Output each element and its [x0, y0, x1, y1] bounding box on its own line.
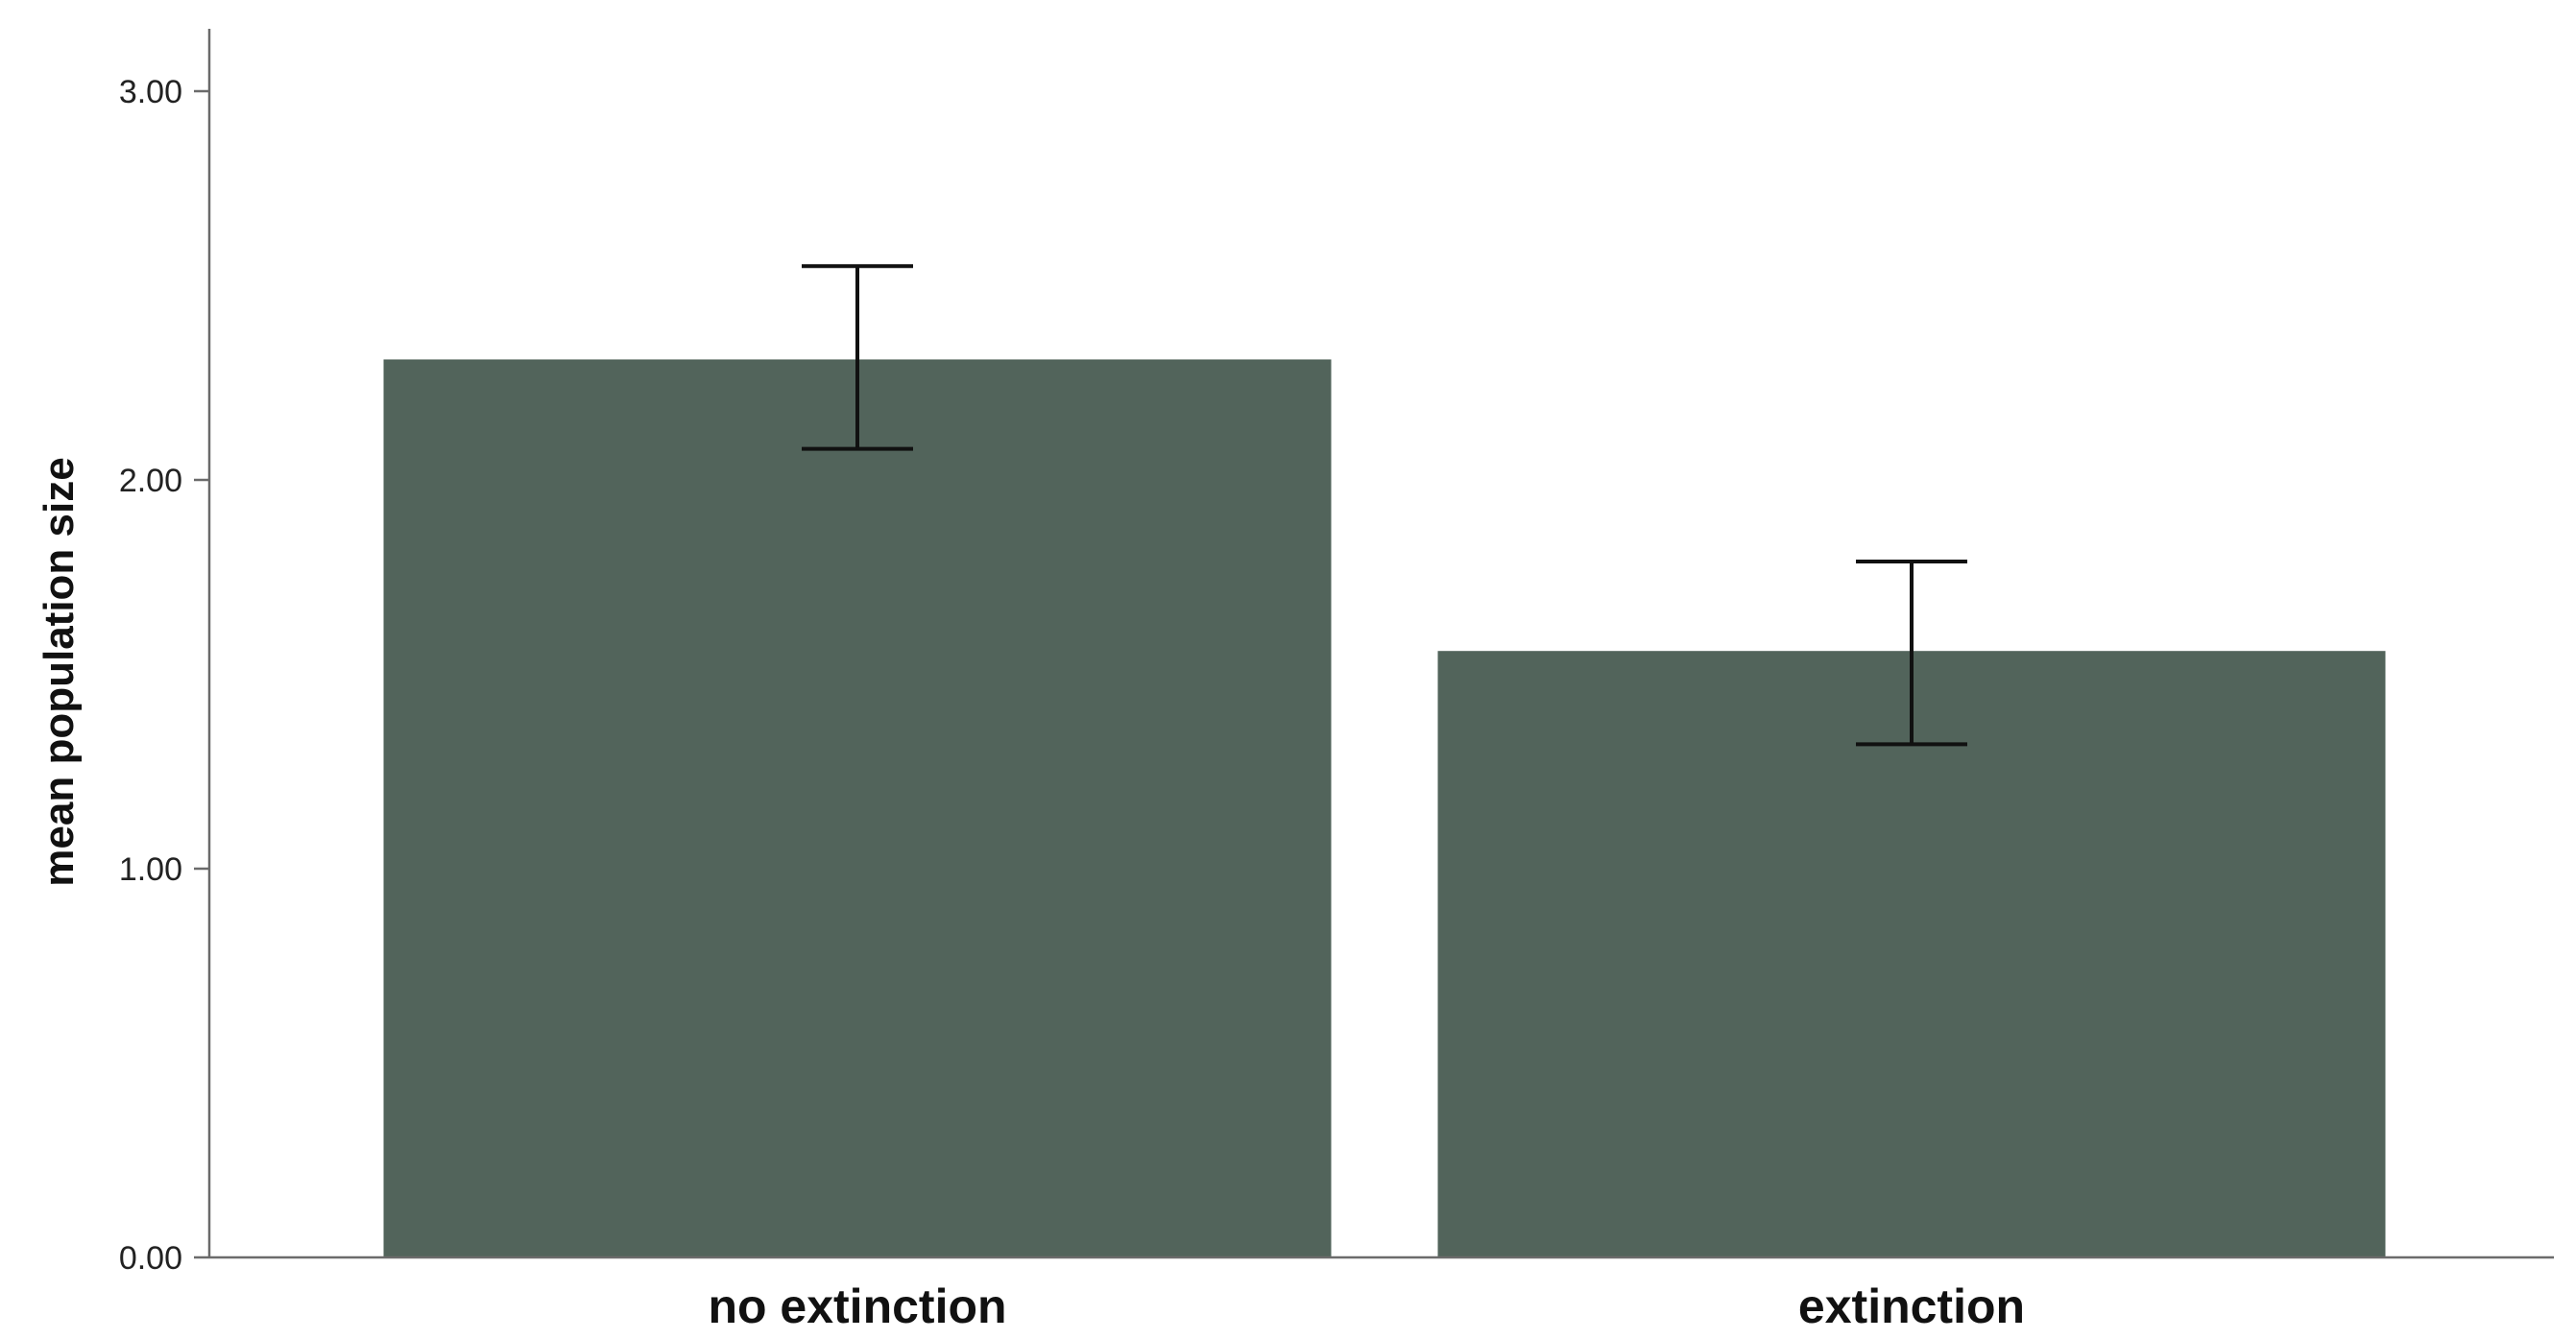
y-tick-label: 0.00	[119, 1240, 182, 1277]
error-bars-layer	[802, 264, 1967, 747]
axes-layer	[207, 29, 2554, 1259]
y-axis-title: mean population size	[36, 457, 83, 886]
x-category-label: no extinction	[708, 1279, 1006, 1333]
y-tick-label: 2.00	[119, 463, 182, 499]
bars-layer	[383, 359, 2386, 1257]
x-category-labels: no extinction extinction	[708, 1279, 2025, 1333]
x-category-label: extinction	[1798, 1279, 2025, 1333]
y-tick-label: 1.00	[119, 851, 182, 888]
bar	[1437, 651, 2386, 1257]
y-tick-label: 3.00	[119, 74, 182, 110]
y-ticks-layer: 0.00 1.00 2.00 3.00	[119, 74, 209, 1277]
bar	[383, 359, 1332, 1257]
